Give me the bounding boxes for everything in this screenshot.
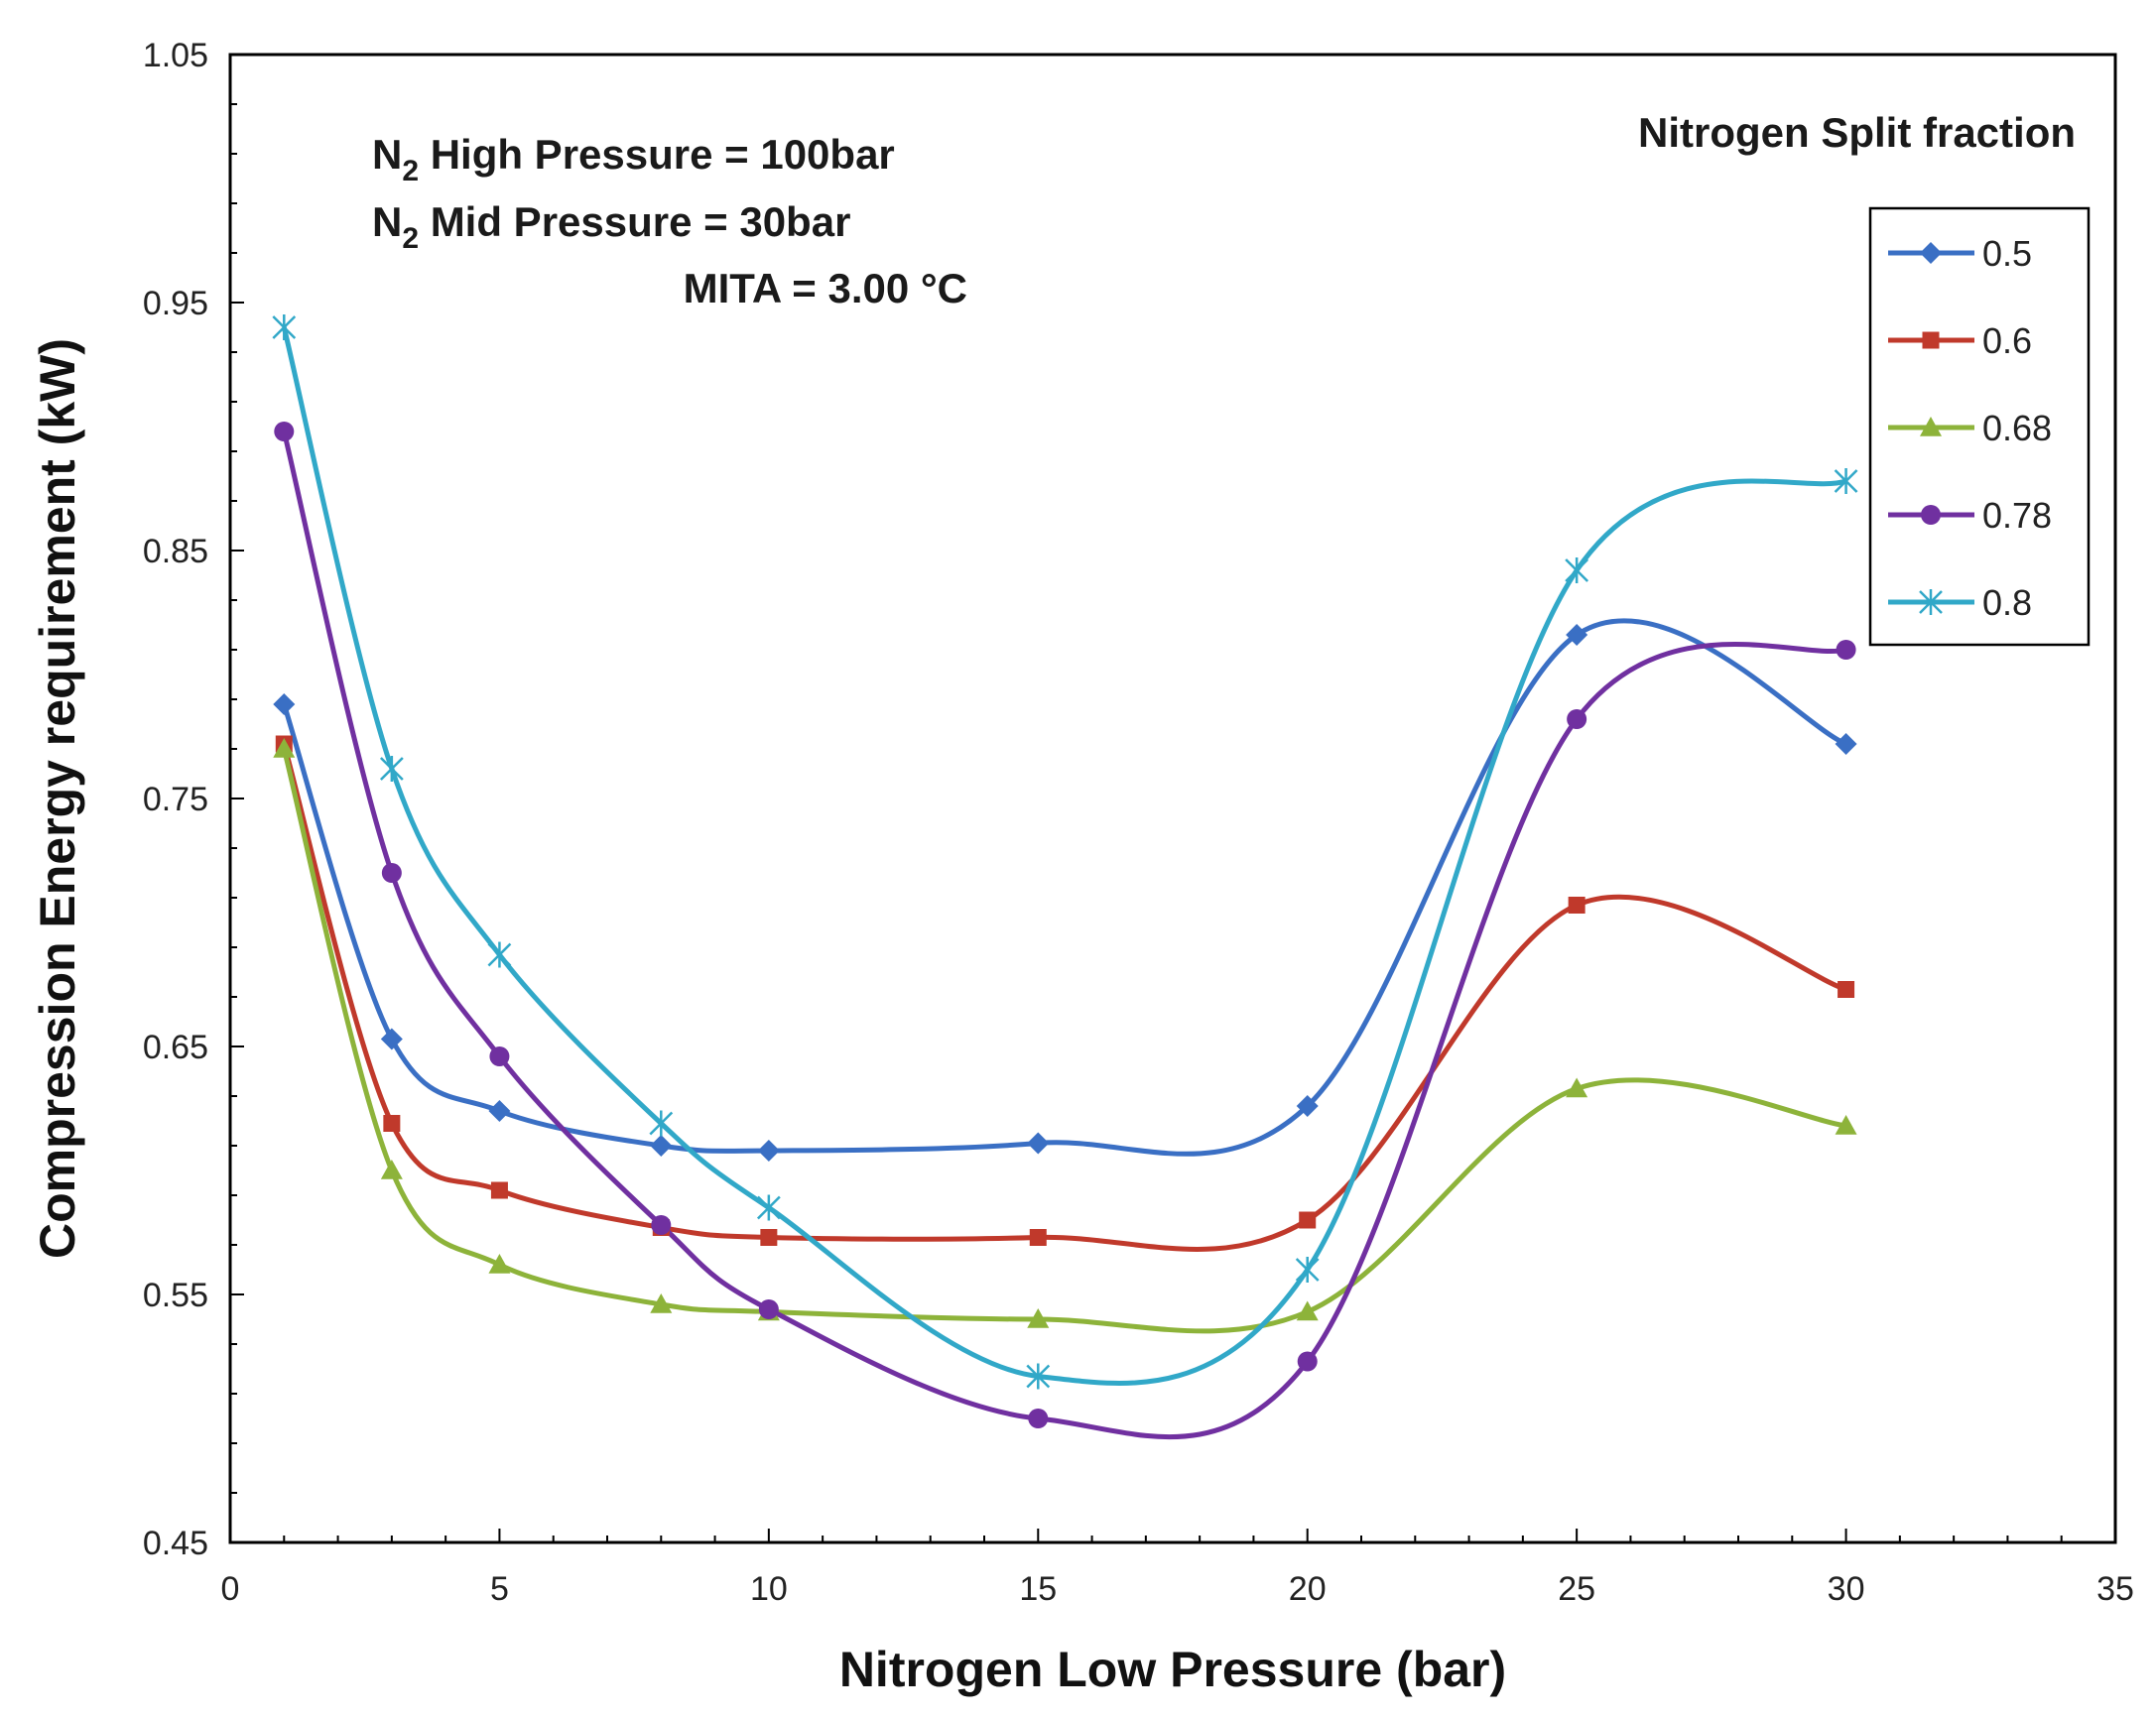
data-point-0.68 (1027, 1308, 1050, 1328)
y-tick-label: 0.95 (143, 285, 208, 322)
series-line-0.78 (281, 430, 1847, 1440)
x-tick-label: 20 (1289, 1570, 1327, 1608)
x-tick-label: 35 (2096, 1570, 2134, 1608)
data-point-0.6 (383, 1115, 401, 1132)
y-axis-title: Compression Energy requirement (kW) (30, 338, 85, 1259)
data-point-0.6 (1029, 1229, 1047, 1246)
y-axis-ticks: 0.45 0.55 0.65 0.75 0.85 0.95 1.05 (143, 37, 244, 1562)
data-point-0.6 (1838, 981, 1855, 998)
data-point-0.68 (380, 1160, 403, 1179)
data-point-0.8 (379, 756, 404, 782)
x-axis-title: Nitrogen Low Pressure (bar) (839, 1642, 1506, 1697)
y-tick-label: 0.55 (143, 1277, 208, 1314)
data-point-0.8 (1295, 1257, 1320, 1283)
x-tick-label: 5 (490, 1570, 509, 1608)
data-point-0.68 (273, 738, 296, 758)
legend-marker-0.68 (1920, 417, 1942, 436)
data-point-0.5 (1835, 733, 1857, 755)
data-point-0.6 (490, 1181, 508, 1199)
x-tick-label: 25 (1558, 1570, 1595, 1608)
x-tick-label: 30 (1828, 1570, 1865, 1608)
data-point-0.78 (1028, 1409, 1049, 1428)
legend-marker-0.5 (1920, 242, 1942, 264)
y-tick-label: 1.05 (143, 37, 208, 74)
legend-label-0.78: 0.78 (1982, 495, 2052, 536)
annotation-mid-pressure: N2 Mid Pressure = 30bar (372, 198, 850, 255)
data-point-0.78 (1297, 1351, 1318, 1372)
data-point-0.5 (1027, 1132, 1050, 1155)
data-point-0.78 (489, 1046, 510, 1066)
legend-title: Nitrogen Split fraction (1638, 109, 2076, 156)
data-point-0.5 (1296, 1095, 1319, 1117)
series-markers (272, 314, 1858, 1428)
x-axis-ticks: 0 5 10 15 20 25 30 35 (221, 1529, 2134, 1608)
data-point-0.5 (650, 1135, 673, 1157)
y-tick-label: 0.45 (143, 1525, 208, 1562)
data-point-0.68 (1835, 1115, 1857, 1135)
annotation-high-pressure: N2 High Pressure = 100bar (372, 131, 895, 187)
legend-label-0.5: 0.5 (1982, 233, 2032, 274)
data-point-0.68 (650, 1293, 673, 1313)
data-point-0.6 (760, 1229, 778, 1246)
legend-label-0.68: 0.68 (1982, 408, 2052, 448)
series-line-0.8 (281, 326, 1847, 1386)
data-point-0.78 (381, 863, 402, 883)
data-point-0.8 (272, 314, 297, 340)
data-point-0.68 (488, 1254, 511, 1274)
data-point-0.5 (380, 1028, 403, 1050)
data-point-0.78 (1567, 709, 1587, 729)
data-point-0.68 (1566, 1077, 1588, 1098)
legend-label-0.8: 0.8 (1982, 582, 2032, 623)
data-point-0.78 (1836, 640, 1856, 660)
data-point-0.68 (1296, 1300, 1319, 1321)
data-point-0.78 (651, 1215, 672, 1235)
series-line-0.6 (281, 743, 1847, 1252)
series-line-0.5 (281, 618, 1847, 1157)
data-point-0.8 (756, 1194, 781, 1221)
data-point-0.78 (274, 422, 295, 441)
legend-marker-0.6 (1922, 331, 1940, 349)
data-point-0.8 (487, 941, 512, 968)
series-lines (281, 326, 1847, 1440)
data-point-0.5 (273, 693, 296, 715)
y-tick-label: 0.65 (143, 1029, 208, 1066)
legend-marker-0.8 (1919, 589, 1943, 615)
annotation-mita: MITA = 3.00 °C (684, 265, 967, 311)
y-tick-label: 0.75 (143, 781, 208, 818)
data-point-0.8 (1565, 557, 1589, 583)
plot-area (228, 53, 2117, 1544)
x-tick-label: 10 (750, 1570, 788, 1608)
data-point-0.8 (1834, 468, 1858, 494)
data-point-0.6 (1299, 1211, 1317, 1229)
data-point-0.5 (1566, 624, 1588, 646)
series-line-0.68 (281, 748, 1846, 1334)
data-point-0.78 (758, 1299, 779, 1319)
data-point-0.8 (649, 1110, 674, 1137)
legend-marker-0.78 (1921, 505, 1941, 525)
data-point-0.8 (1026, 1363, 1051, 1390)
data-point-0.6 (1568, 897, 1585, 914)
data-point-0.5 (488, 1100, 511, 1122)
legend-label-0.6: 0.6 (1982, 320, 2032, 361)
data-point-0.5 (757, 1140, 780, 1162)
y-tick-label: 0.85 (143, 533, 208, 570)
x-tick-label: 15 (1019, 1570, 1057, 1608)
legend: 0.5 0.6 0.68 0.78 0.8 (1888, 233, 2052, 623)
x-tick-label: 0 (221, 1570, 240, 1608)
